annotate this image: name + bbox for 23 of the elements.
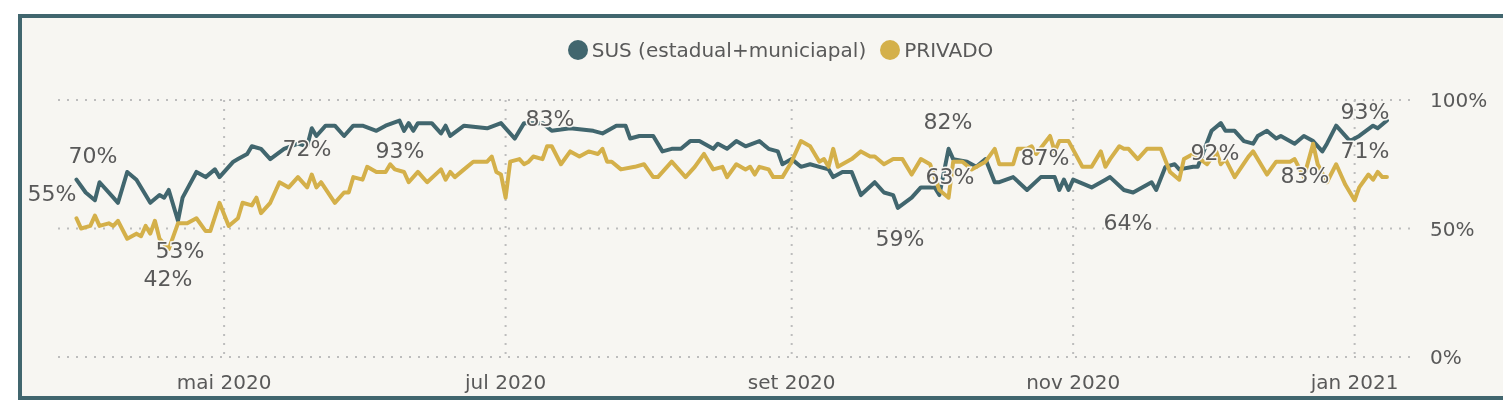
annotation: 87%: [1020, 144, 1070, 170]
x-tick-label: jan 2021: [1309, 370, 1399, 395]
annotation: 64%: [1103, 209, 1153, 235]
x-tick-label: nov 2020: [1026, 370, 1121, 395]
annotation: 82%: [923, 108, 973, 134]
y-tick-label: 100%: [1430, 88, 1488, 113]
annotation: 71%: [1340, 137, 1390, 163]
x-tick-label: set 2020: [747, 370, 836, 395]
annotation: 72%: [282, 135, 332, 161]
legend-label: SUS (estadual+municiapal): [591, 38, 867, 62]
annotation: 83%: [525, 105, 575, 131]
legend-label: PRIVADO: [904, 38, 994, 62]
x-tick-label: mai 2020: [176, 370, 272, 395]
annotation: 70%: [68, 142, 118, 168]
x-tick-label: jul 2020: [464, 370, 547, 395]
annotation: 93%: [1340, 98, 1390, 124]
annotation: 55%: [27, 180, 77, 206]
y-tick-label: 0%: [1430, 345, 1462, 370]
annotation: 59%: [875, 225, 925, 251]
annotation: 42%: [143, 265, 193, 291]
y-tick-label: 50%: [1430, 216, 1475, 241]
annotation: 93%: [375, 137, 425, 163]
annotation: 53%: [155, 237, 205, 263]
